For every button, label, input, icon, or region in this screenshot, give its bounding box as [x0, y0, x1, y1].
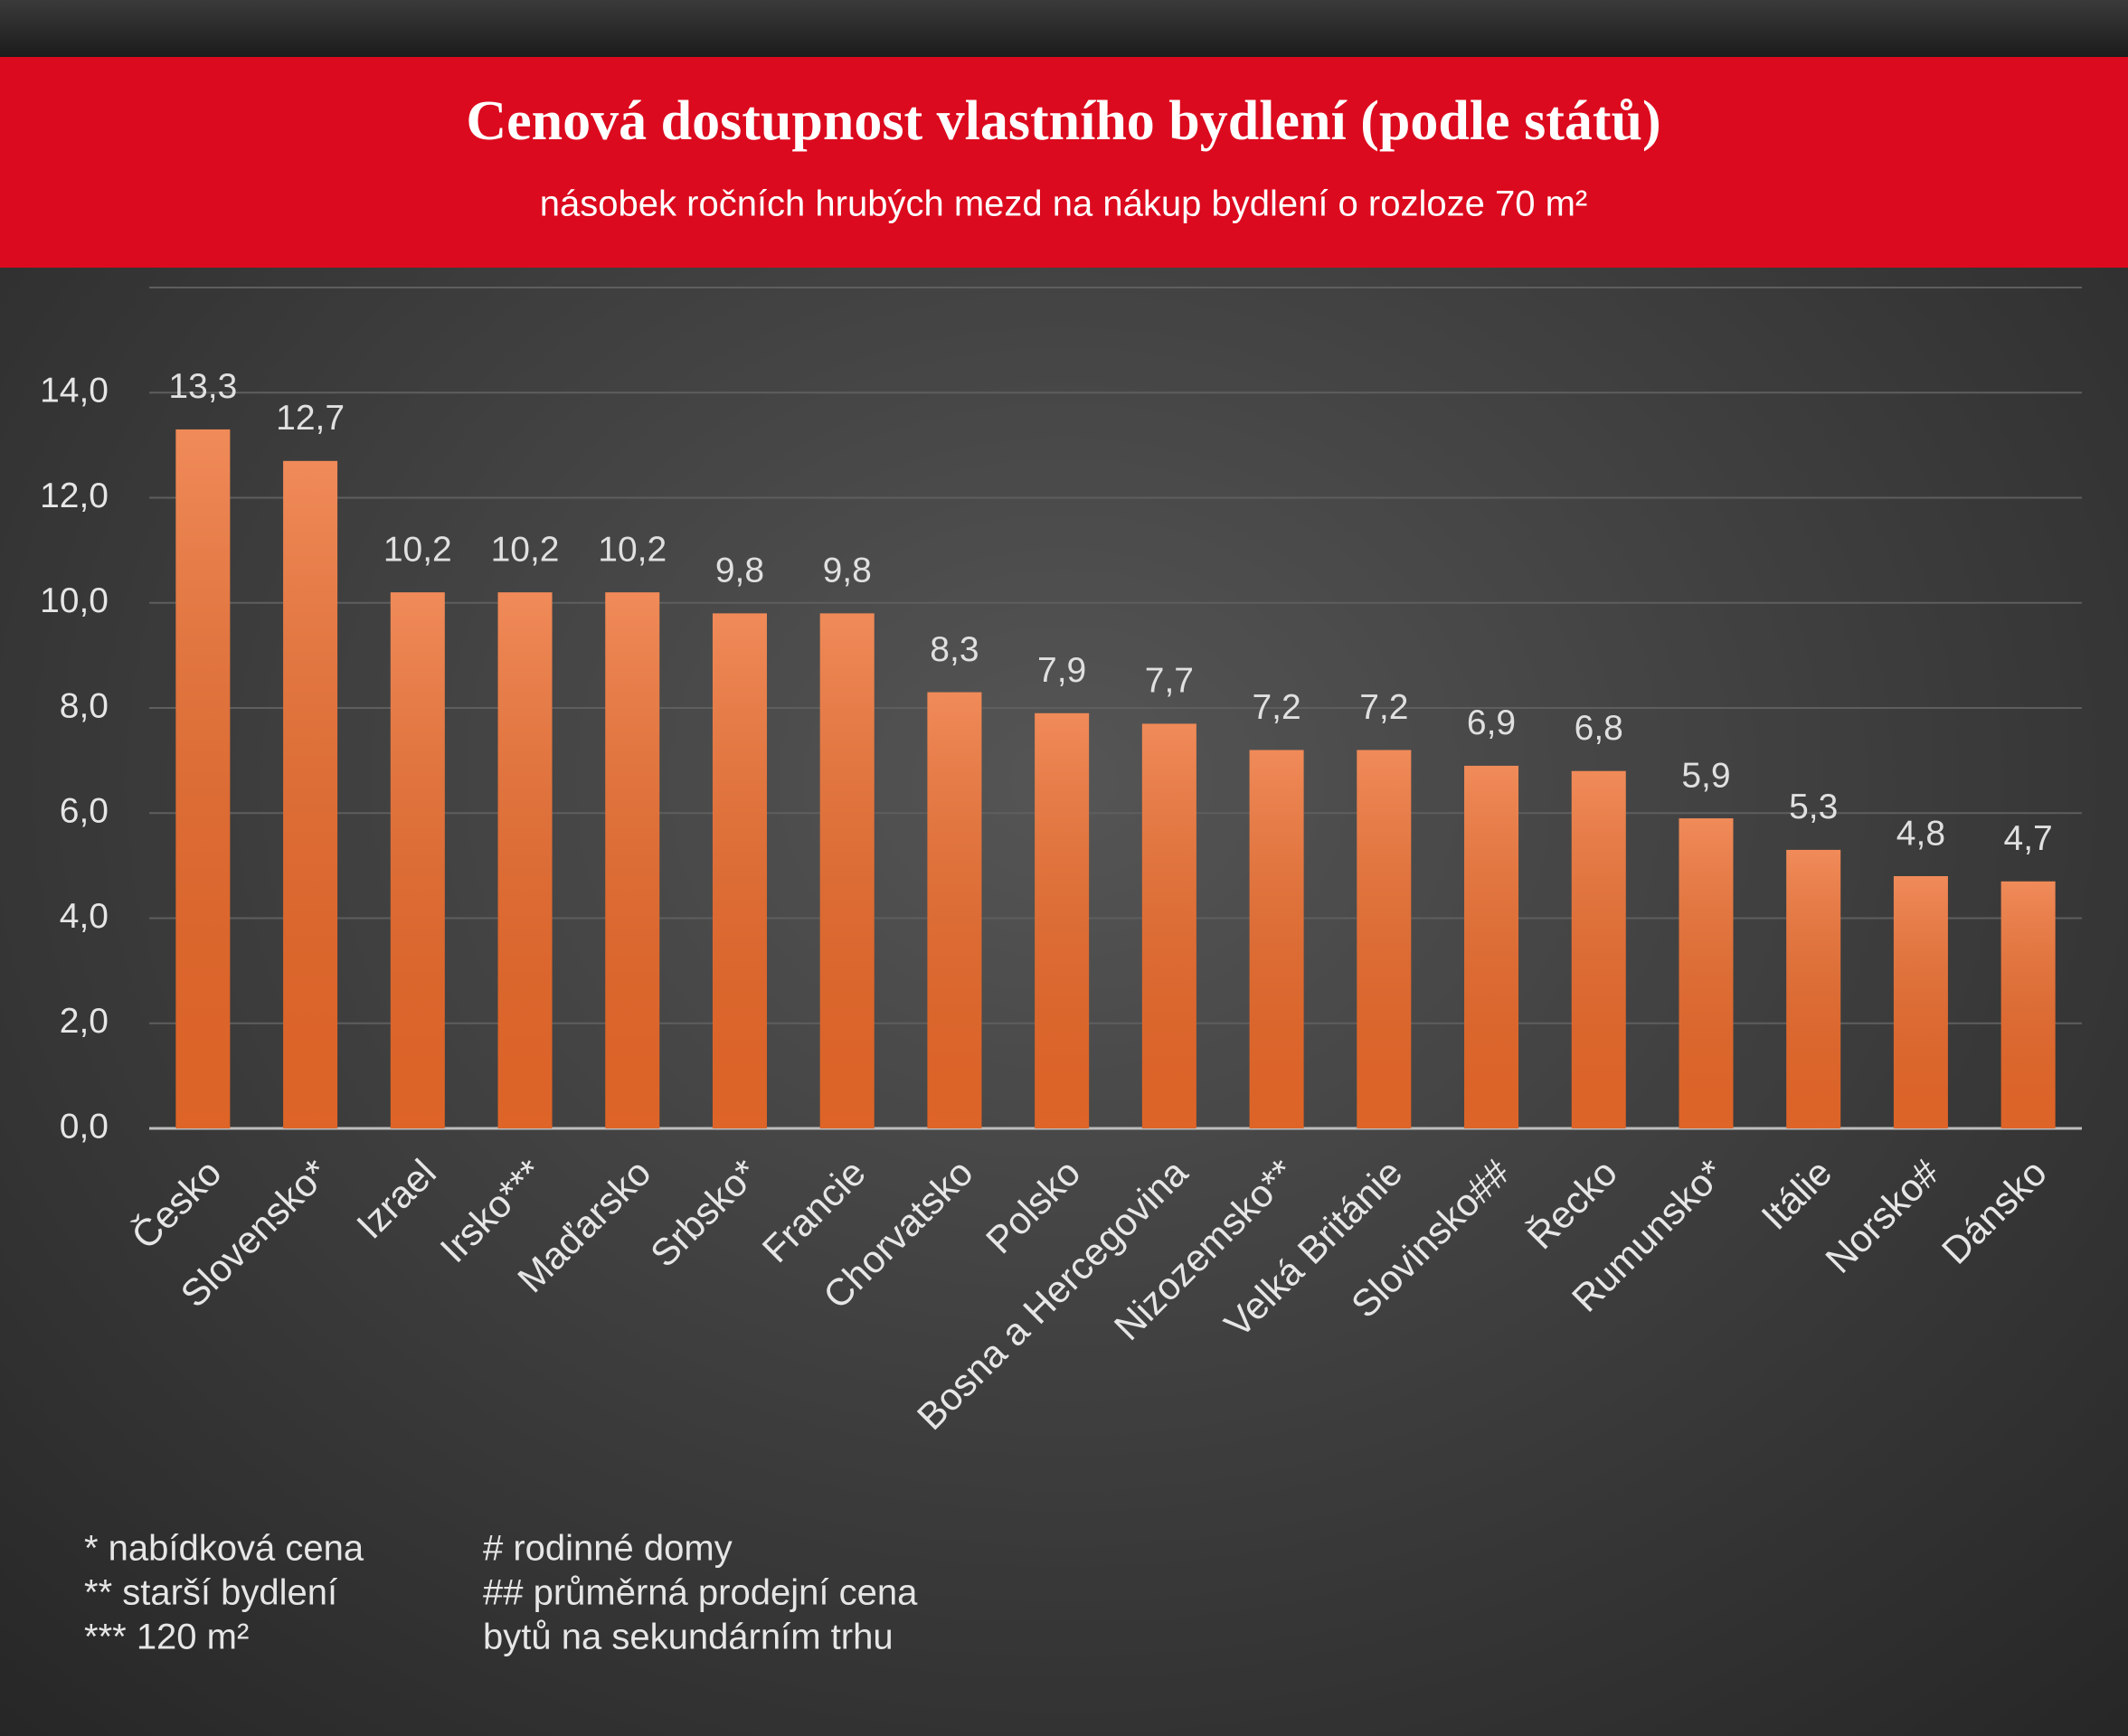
bar-shade [1571, 770, 1626, 1128]
bar-shade [1464, 765, 1519, 1128]
bar-shade [819, 613, 875, 1128]
bar-shade [712, 613, 767, 1128]
y-tick-label: 2,0 [60, 1002, 109, 1041]
footnote: ## průměrná prodejní cena [483, 1573, 918, 1613]
bar-shade [1786, 849, 1841, 1128]
footnote: ** starší bydlení [84, 1573, 337, 1613]
bar-shade [605, 592, 660, 1128]
top-strip [0, 0, 2128, 57]
value-label: 10,2 [491, 530, 560, 569]
value-label: 7,9 [1037, 651, 1086, 690]
bar-shade [1893, 876, 1948, 1128]
value-label: 9,8 [823, 552, 872, 590]
value-label: 12,7 [276, 399, 345, 438]
y-tick-label: 8,0 [60, 686, 109, 725]
footnote: bytů na sekundárním trhu [483, 1618, 894, 1657]
bar-shade [2000, 881, 2056, 1128]
footnote: *** 120 m² [84, 1618, 249, 1657]
footnote: # rodinné domy [483, 1529, 733, 1569]
bar-shade [390, 592, 445, 1128]
bar-shade [927, 692, 982, 1128]
value-label: 4,7 [2004, 819, 2053, 858]
bar-shade [1249, 750, 1304, 1128]
bar-shade [1035, 712, 1090, 1128]
footnote: * nabídková cena [84, 1529, 364, 1569]
y-tick-label: 10,0 [40, 581, 109, 620]
y-tick-label: 6,0 [60, 792, 109, 831]
bar-shade [283, 460, 338, 1128]
y-tick-label: 14,0 [40, 372, 109, 410]
chart-title: Cenová dostupnost vlastního bydlení (pod… [466, 90, 1660, 152]
bar-shade [1679, 818, 1734, 1128]
value-label: 6,9 [1467, 703, 1516, 742]
value-label: 7,2 [1252, 688, 1300, 727]
value-label: 13,3 [168, 367, 237, 406]
value-label: 9,8 [715, 552, 764, 590]
bar-shade [1357, 750, 1412, 1128]
chart-subtitle: násobek ročních hrubých mezd na nákup by… [540, 184, 1587, 224]
value-label: 6,8 [1575, 709, 1623, 748]
bar-shade [1141, 723, 1196, 1128]
y-tick-label: 0,0 [60, 1107, 109, 1146]
value-label: 4,8 [1896, 814, 1945, 853]
y-tick-label: 12,0 [40, 476, 109, 515]
bar-shade [175, 429, 231, 1128]
value-label: 7,7 [1145, 662, 1194, 701]
header-band [0, 57, 2128, 268]
y-tick-label: 4,0 [60, 897, 109, 936]
value-label: 10,2 [598, 530, 667, 569]
bar-shade [497, 592, 553, 1128]
value-label: 7,2 [1359, 688, 1408, 727]
value-label: 10,2 [383, 530, 452, 569]
value-label: 8,3 [930, 630, 979, 669]
value-label: 5,9 [1681, 756, 1730, 795]
value-label: 5,3 [1789, 788, 1838, 826]
